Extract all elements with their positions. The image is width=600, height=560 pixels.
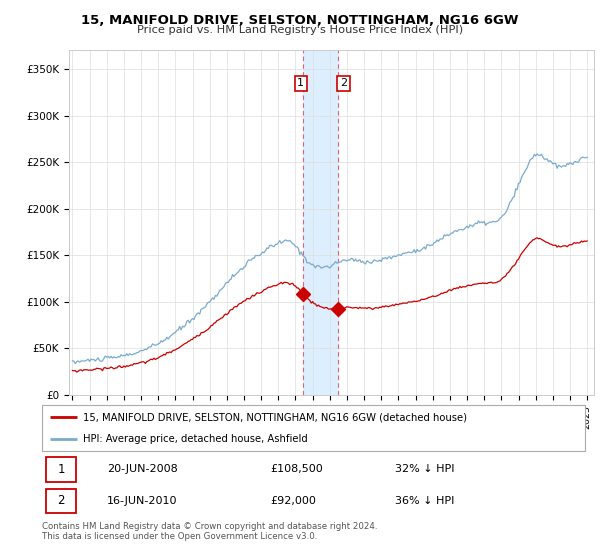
- Text: 20-JUN-2008: 20-JUN-2008: [107, 464, 178, 474]
- Text: 2: 2: [57, 494, 65, 507]
- Text: 15, MANIFOLD DRIVE, SELSTON, NOTTINGHAM, NG16 6GW (detached house): 15, MANIFOLD DRIVE, SELSTON, NOTTINGHAM,…: [83, 412, 467, 422]
- FancyBboxPatch shape: [42, 405, 585, 451]
- Text: Contains HM Land Registry data © Crown copyright and database right 2024.
This d: Contains HM Land Registry data © Crown c…: [42, 522, 377, 542]
- FancyBboxPatch shape: [46, 457, 76, 482]
- Text: £92,000: £92,000: [270, 496, 316, 506]
- Text: £108,500: £108,500: [270, 464, 323, 474]
- Text: 16-JUN-2010: 16-JUN-2010: [107, 496, 178, 506]
- Text: 15, MANIFOLD DRIVE, SELSTON, NOTTINGHAM, NG16 6GW: 15, MANIFOLD DRIVE, SELSTON, NOTTINGHAM,…: [81, 14, 519, 27]
- Text: Price paid vs. HM Land Registry's House Price Index (HPI): Price paid vs. HM Land Registry's House …: [137, 25, 463, 35]
- Text: HPI: Average price, detached house, Ashfield: HPI: Average price, detached house, Ashf…: [83, 435, 307, 444]
- Text: 1: 1: [57, 463, 65, 476]
- Text: 1: 1: [297, 78, 304, 88]
- Bar: [304, 50, 338, 395]
- Text: 36% ↓ HPI: 36% ↓ HPI: [395, 496, 454, 506]
- Text: 32% ↓ HPI: 32% ↓ HPI: [395, 464, 454, 474]
- FancyBboxPatch shape: [46, 489, 76, 513]
- Text: 2: 2: [340, 78, 347, 88]
